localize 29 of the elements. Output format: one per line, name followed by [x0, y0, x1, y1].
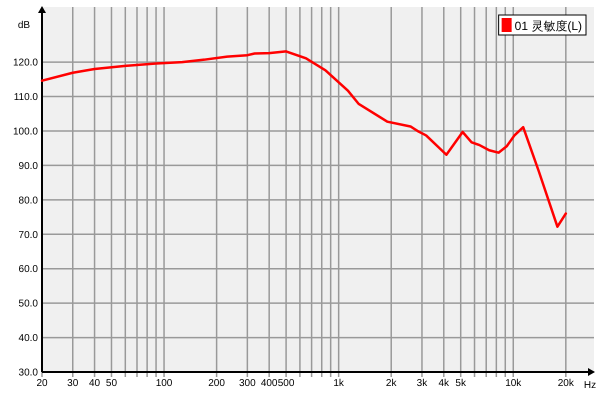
y-axis-title: dB: [18, 20, 30, 31]
x-tick-label: 500: [278, 378, 295, 389]
x-tick-label: 5k: [455, 378, 467, 389]
y-tick-label: 90.0: [18, 160, 38, 172]
x-axis-title: Hz: [584, 380, 596, 391]
x-tick-label: 50: [106, 378, 118, 389]
x-tick-label: 2k: [386, 378, 398, 389]
legend-label: 01 灵敏度(L): [514, 19, 582, 33]
x-tick-label: 1k: [333, 378, 345, 389]
x-tick-label: 20: [36, 378, 48, 389]
y-tick-label: 120.0: [12, 58, 38, 69]
x-tick-label: 100: [156, 378, 173, 389]
y-tick-label: 40.0: [18, 333, 38, 344]
x-tick-label: 200: [208, 378, 226, 389]
y-tick-label: 100.0: [12, 126, 38, 138]
y-tick-label: 60.0: [18, 264, 38, 276]
y-tick-label: 80.0: [18, 195, 38, 206]
y-tick-label: 50.0: [18, 298, 38, 310]
y-tick-label: 110.0: [14, 92, 38, 104]
x-tick-label: 3k: [416, 378, 428, 389]
x-tick-label: 40: [89, 378, 101, 389]
x-tick-label: 400: [260, 378, 278, 389]
y-tick-label: 70.0: [18, 230, 38, 241]
x-tick-label: 30: [67, 378, 79, 389]
x-tick-label: 20k: [558, 378, 575, 389]
x-tick-label: 300: [239, 378, 256, 389]
y-tick-label: 30.0: [18, 368, 38, 378]
x-tick-label: 10k: [505, 378, 522, 389]
x-tick-label: 4k: [438, 378, 450, 389]
